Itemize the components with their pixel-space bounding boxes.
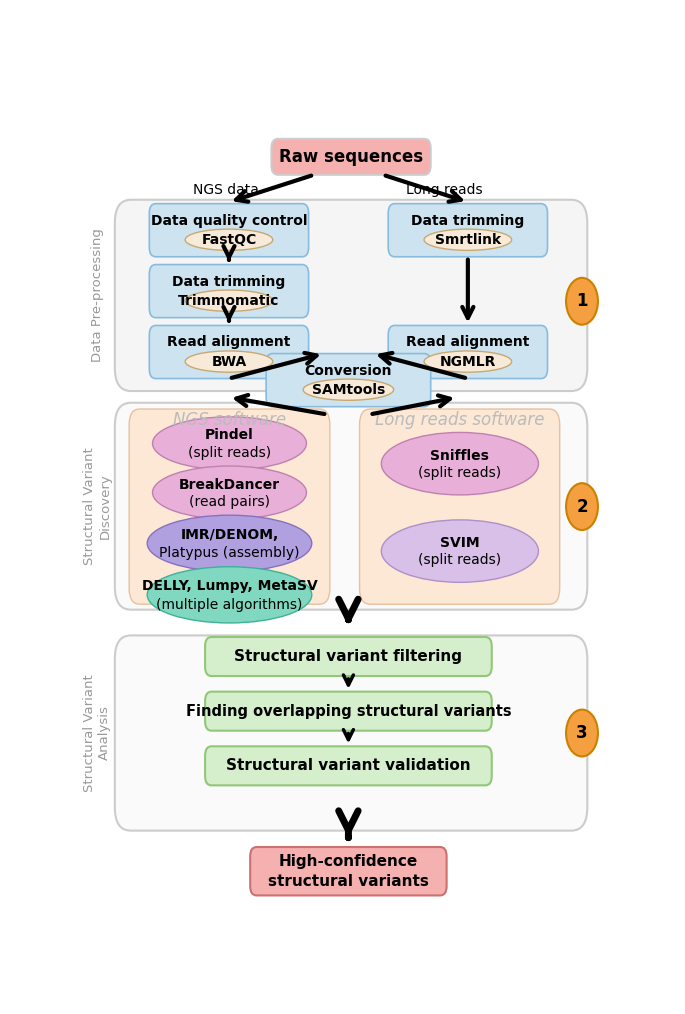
Text: BWA: BWA [212,355,247,368]
Text: Structural Variant
Discovery: Structural Variant Discovery [84,447,111,565]
Ellipse shape [147,567,312,623]
FancyBboxPatch shape [115,200,587,391]
Circle shape [566,710,598,756]
Text: DELLY, Lumpy, MetaSV: DELLY, Lumpy, MetaSV [142,579,317,593]
Text: 3: 3 [576,724,588,742]
Text: Finding overlapping structural variants: Finding overlapping structural variants [186,704,511,719]
FancyBboxPatch shape [205,746,492,785]
Text: Data trimming: Data trimming [411,214,525,228]
Text: (split reads): (split reads) [188,445,271,459]
Text: 2: 2 [576,498,588,515]
Text: (split reads): (split reads) [419,466,501,480]
FancyBboxPatch shape [388,204,547,257]
Text: Read alignment: Read alignment [167,336,290,350]
Text: (read pairs): (read pairs) [189,495,270,509]
FancyBboxPatch shape [205,692,492,731]
Text: (multiple algorithms): (multiple algorithms) [156,597,303,611]
Text: Platypus (assembly): Platypus (assembly) [159,547,300,560]
Ellipse shape [424,229,512,250]
Ellipse shape [424,351,512,372]
Text: Smrtlink: Smrtlink [435,233,501,246]
Text: NGS software: NGS software [173,411,286,429]
FancyBboxPatch shape [149,325,308,378]
Ellipse shape [382,432,538,495]
Text: NGS data: NGS data [193,184,259,198]
FancyBboxPatch shape [266,354,431,407]
FancyBboxPatch shape [149,265,308,317]
Ellipse shape [153,417,306,469]
Text: Conversion: Conversion [305,364,392,377]
Ellipse shape [185,290,273,311]
FancyBboxPatch shape [115,636,587,830]
Text: Structural Variant
Analysis: Structural Variant Analysis [84,674,111,792]
Text: Pindel: Pindel [205,428,254,442]
FancyBboxPatch shape [250,847,447,895]
FancyBboxPatch shape [149,204,308,257]
FancyBboxPatch shape [271,139,431,174]
Text: High-confidence
structural variants: High-confidence structural variants [268,854,429,888]
Ellipse shape [185,229,273,250]
FancyBboxPatch shape [115,403,587,609]
Text: Structural variant validation: Structural variant validation [226,758,471,774]
Text: Trimmomatic: Trimmomatic [178,294,279,307]
Text: SVIM: SVIM [440,536,480,551]
Text: Long reads: Long reads [406,184,482,198]
Text: IMR/DENOM,: IMR/DENOM, [180,528,279,541]
FancyBboxPatch shape [129,409,329,604]
Text: BreakDancer: BreakDancer [179,478,280,492]
Ellipse shape [382,520,538,582]
Circle shape [566,484,598,530]
Text: 1: 1 [576,292,588,310]
Text: Raw sequences: Raw sequences [279,148,423,166]
Ellipse shape [153,466,306,519]
Text: Data trimming: Data trimming [173,275,286,289]
Text: Data Pre-processing: Data Pre-processing [91,228,104,362]
FancyBboxPatch shape [360,409,560,604]
Circle shape [566,278,598,324]
Text: (split reads): (split reads) [419,554,501,568]
Text: FastQC: FastQC [201,233,257,246]
FancyBboxPatch shape [205,637,492,676]
Text: SAMtools: SAMtools [312,382,385,396]
Ellipse shape [185,351,273,372]
FancyBboxPatch shape [388,325,547,378]
Text: Data quality control: Data quality control [151,214,307,228]
Text: NGMLR: NGMLR [440,355,496,368]
Ellipse shape [303,379,394,401]
Text: Structural variant filtering: Structural variant filtering [234,649,462,664]
Text: Long reads software: Long reads software [375,411,545,429]
Ellipse shape [147,515,312,572]
Text: Sniffles: Sniffles [430,449,489,462]
Text: Read alignment: Read alignment [406,336,530,350]
